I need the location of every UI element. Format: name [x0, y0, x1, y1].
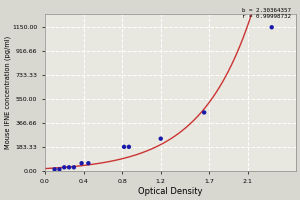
Point: [122, 145, 127, 148]
Point: [57, 168, 62, 171]
Point: [52, 168, 57, 171]
Point: [79, 162, 84, 165]
Text: b = 2.30364357
r = 0.99998732: b = 2.30364357 r = 0.99998732: [242, 8, 291, 19]
Point: [67, 166, 71, 169]
Point: [269, 26, 274, 29]
Point: [86, 162, 91, 165]
Point: [158, 137, 163, 140]
Point: [62, 166, 67, 169]
Point: [202, 111, 207, 114]
Point: [71, 166, 76, 169]
X-axis label: Optical Density: Optical Density: [138, 187, 202, 196]
Y-axis label: Mouse IFNE concentration (pg/ml): Mouse IFNE concentration (pg/ml): [4, 36, 11, 149]
Point: [127, 145, 131, 148]
